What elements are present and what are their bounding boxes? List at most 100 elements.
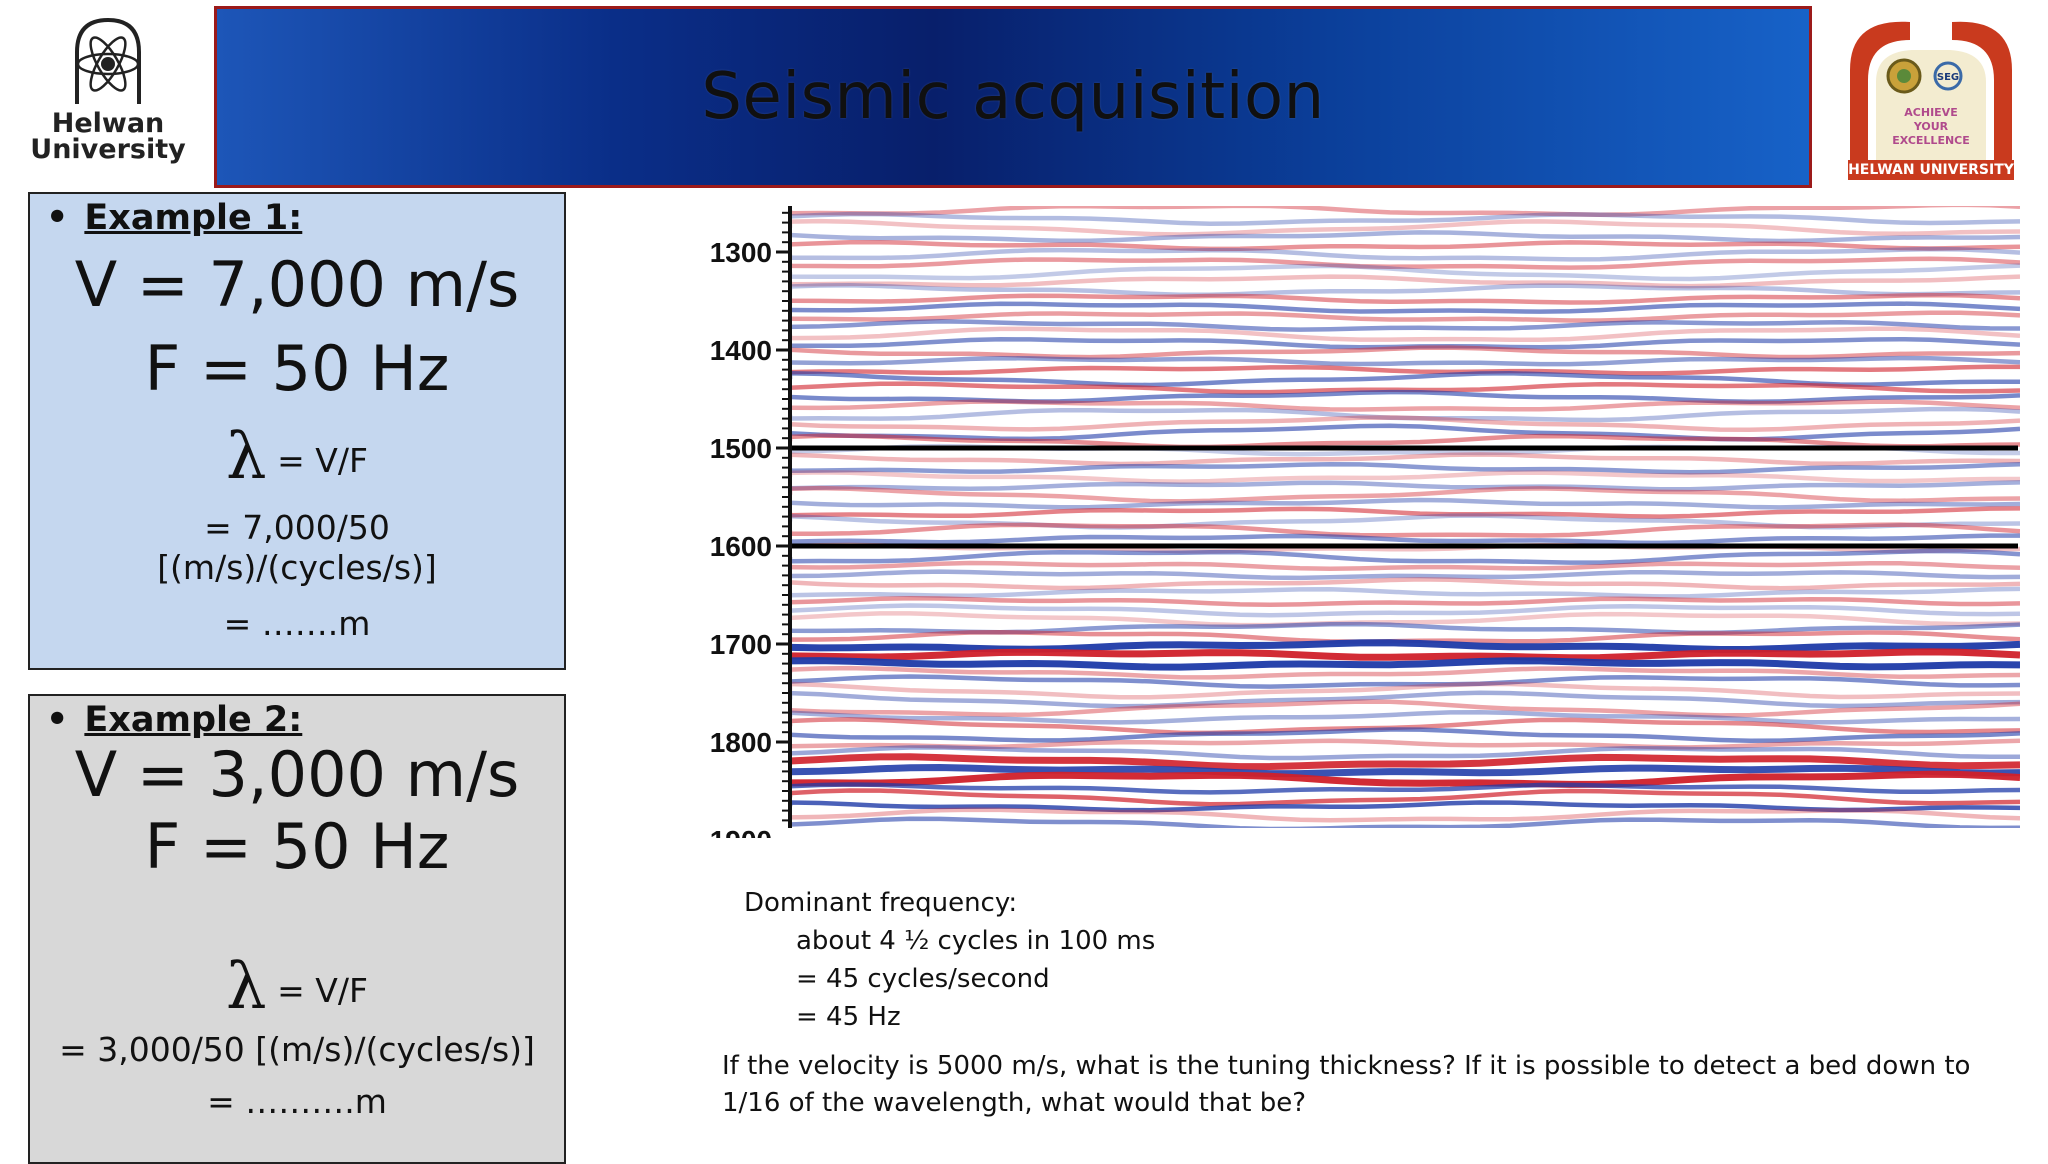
example-2-formula: = V/F: [277, 971, 368, 1010]
reflection-trace: [790, 577, 2020, 591]
reflection-trace: [790, 788, 2020, 807]
example-2-heading: Example 2:: [84, 700, 303, 740]
society-logo: SEG ACHIEVE YOUR EXCELLENCE HELWAN UNIVE…: [1840, 10, 2022, 180]
time-tick-label: 1700: [710, 629, 772, 660]
reflection-trace: [790, 674, 2020, 689]
time-tick-label: 1500: [710, 433, 772, 464]
reflection-trace: [790, 586, 2020, 599]
reflection-trace: [790, 470, 2020, 484]
reflection-trace: [790, 389, 2020, 405]
reflection-trace: [790, 480, 2020, 492]
question-text: If the velocity is 5000 m/s, what is the…: [722, 1051, 1971, 1118]
logo-motto-1: ACHIEVE: [1904, 106, 1958, 119]
helwan-university-logo: Helwan University: [28, 14, 188, 174]
reflection-trace: [790, 423, 2020, 442]
title-banner: Seismic acquisition: [214, 6, 1812, 188]
reflection-trace: [790, 406, 2020, 423]
reflection-trace: [790, 665, 2020, 680]
reflection-trace: [790, 699, 2020, 718]
reflection-trace: [790, 230, 2020, 244]
time-tick-label: 1400: [710, 335, 772, 366]
example-1-formula: = V/F: [277, 441, 368, 480]
reflection-trace: [790, 690, 2020, 709]
seismic-reflections: [790, 206, 2020, 828]
logo-text-line2: University: [30, 134, 186, 165]
reflection-trace: [790, 461, 2020, 475]
time-tick-label: 1300: [710, 237, 772, 268]
reflection-trace: [790, 727, 2020, 744]
example-1-answer: = …….m: [223, 604, 371, 643]
reflection-trace: [790, 415, 2020, 433]
reflection-trace: [790, 753, 2020, 771]
example-1-units: [(m/s)/(cycles/s)]: [157, 548, 437, 587]
time-axis-ticks: 1300 1400 1500 1600 1700 1800 1900: [710, 237, 790, 838]
reflection-trace: [790, 506, 2020, 519]
svg-text:SEG: SEG: [1937, 72, 1959, 83]
reflection-trace: [790, 648, 2020, 662]
atom-emblem-icon: [75, 17, 141, 104]
reflection-trace: [790, 745, 2020, 761]
reflection-trace: [790, 603, 2020, 618]
horizon-markers: [790, 445, 2018, 549]
reflection-trace: [790, 816, 2020, 828]
time-tick-label: 1600: [710, 531, 772, 562]
reflection-trace: [790, 364, 2020, 376]
bullet-icon: •: [46, 700, 69, 740]
reflection-trace: [790, 497, 2020, 510]
seismic-section-image: 1300 1400 1500 1600 1700 1800 1900: [710, 206, 2020, 838]
reflection-trace: [790, 326, 2020, 343]
reflection-trace: [790, 639, 2020, 654]
reflection-trace: [790, 381, 2020, 395]
reflection-trace: [790, 283, 2020, 298]
slide-title: Seismic acquisition: [701, 60, 1325, 134]
logo-motto-2: YOUR: [1913, 120, 1949, 133]
logo-footer: HELWAN UNIVERSITY: [1848, 162, 2014, 178]
reflection-trace: [790, 355, 2020, 367]
reflection-trace: [790, 709, 2020, 725]
example-1-frequency: F = 50 Hz: [144, 332, 450, 405]
bullet-icon: •: [46, 198, 69, 238]
reflection-trace: [790, 274, 2020, 289]
reflection-trace: [790, 522, 2020, 538]
reflection-trace: [790, 807, 2020, 823]
time-tick-label: 1900: [710, 825, 772, 838]
example-2-box: • Example 2: V = 3,000 m/s F = 50 Hz λ = …: [28, 694, 566, 1164]
reflection-trace: [790, 738, 2020, 750]
reflection-trace: [790, 800, 2020, 813]
reflection-trace: [790, 485, 2020, 504]
reflection-trace: [790, 763, 2020, 778]
reflection-trace: [790, 319, 2020, 332]
reflection-trace: [790, 548, 2020, 565]
reflection-trace: [790, 560, 2020, 571]
reflection-trace: [790, 256, 2020, 270]
reflection-trace: [790, 218, 2020, 237]
note-cycles: about 4 ½ cycles in 100 ms: [796, 926, 1156, 956]
example-1-box: • Example 1: V = 7,000 m/s F = 50 Hz λ = …: [28, 192, 566, 670]
reflection-trace: [790, 345, 2020, 360]
note-hz: = 45 Hz: [796, 1002, 901, 1032]
example-1-heading: Example 1:: [84, 198, 303, 238]
example-1-velocity: V = 7,000 m/s: [74, 248, 520, 321]
reflection-trace: [790, 681, 2020, 700]
reflection-trace: [790, 239, 2020, 252]
time-tick-label: 1800: [710, 727, 772, 758]
reflection-trace: [790, 533, 2020, 546]
reflection-trace: [790, 246, 2020, 262]
reflection-trace: [790, 595, 2020, 608]
reflection-trace: [790, 292, 2020, 305]
logo-motto-3: EXCELLENCE: [1892, 134, 1970, 147]
reflection-trace: [790, 211, 2020, 226]
example-2-step: = 3,000/50 [(m/s)/(cycles/s)]: [59, 1030, 535, 1069]
reflection-trace: [790, 206, 2020, 218]
example-2-answer: = ……….m: [207, 1082, 387, 1121]
lambda-symbol: λ: [226, 420, 267, 494]
note-dominant-frequency: Dominant frequency:: [744, 888, 1018, 918]
example-2-frequency: F = 50 Hz: [144, 810, 450, 883]
lambda-symbol: λ: [226, 950, 267, 1024]
reflection-trace: [790, 336, 2020, 350]
reflection-trace: [790, 263, 2020, 282]
reflection-trace: [790, 782, 2020, 795]
reflection-trace: [790, 310, 2020, 323]
reflection-trace: [790, 433, 2020, 450]
reflection-trace: [790, 657, 2020, 671]
